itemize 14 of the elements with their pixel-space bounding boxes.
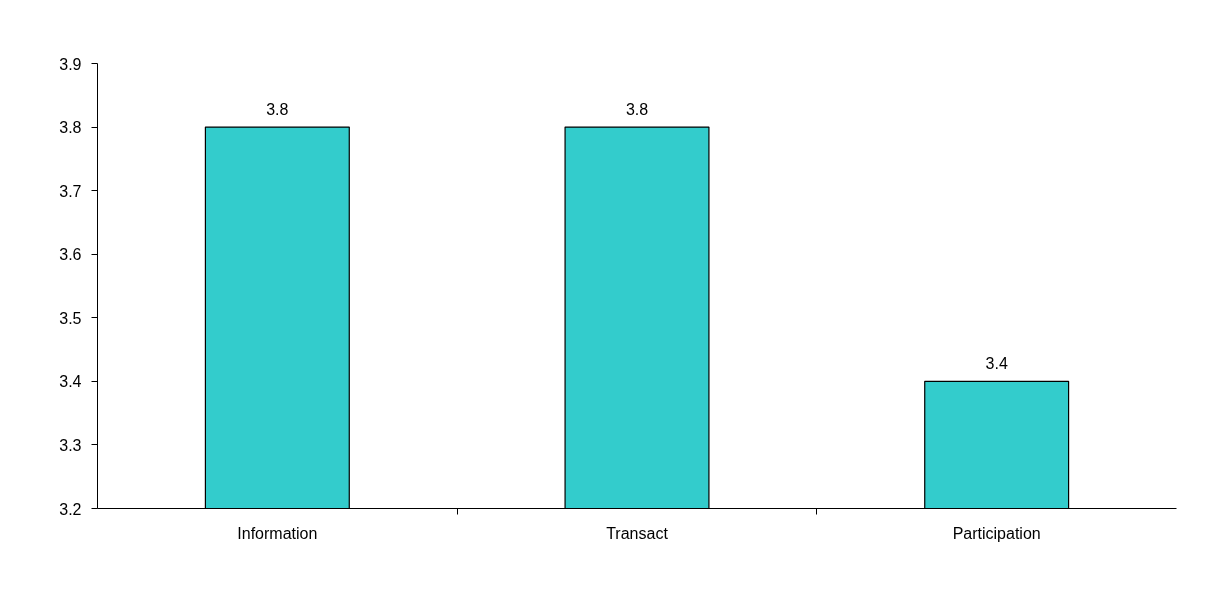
y-tick-label: 3.5 — [59, 309, 82, 327]
y-tick-label: 3.9 — [59, 55, 82, 73]
y-tick-label: 3.2 — [59, 500, 82, 518]
data-label: 3.4 — [985, 355, 1008, 373]
data-label: 3.8 — [266, 101, 289, 119]
y-tick-label: 3.8 — [59, 119, 82, 137]
y-tick-label: 3.6 — [59, 246, 82, 264]
x-tick-label: Information — [237, 524, 318, 542]
y-tick-label: 3.4 — [59, 373, 82, 391]
y-tick-label: 3.7 — [59, 182, 82, 200]
x-tick-label: Transact — [606, 524, 669, 542]
data-label: 3.8 — [625, 101, 649, 119]
y-tick-label: 3.3 — [59, 436, 82, 454]
x-tick-label: Participation — [952, 524, 1041, 542]
